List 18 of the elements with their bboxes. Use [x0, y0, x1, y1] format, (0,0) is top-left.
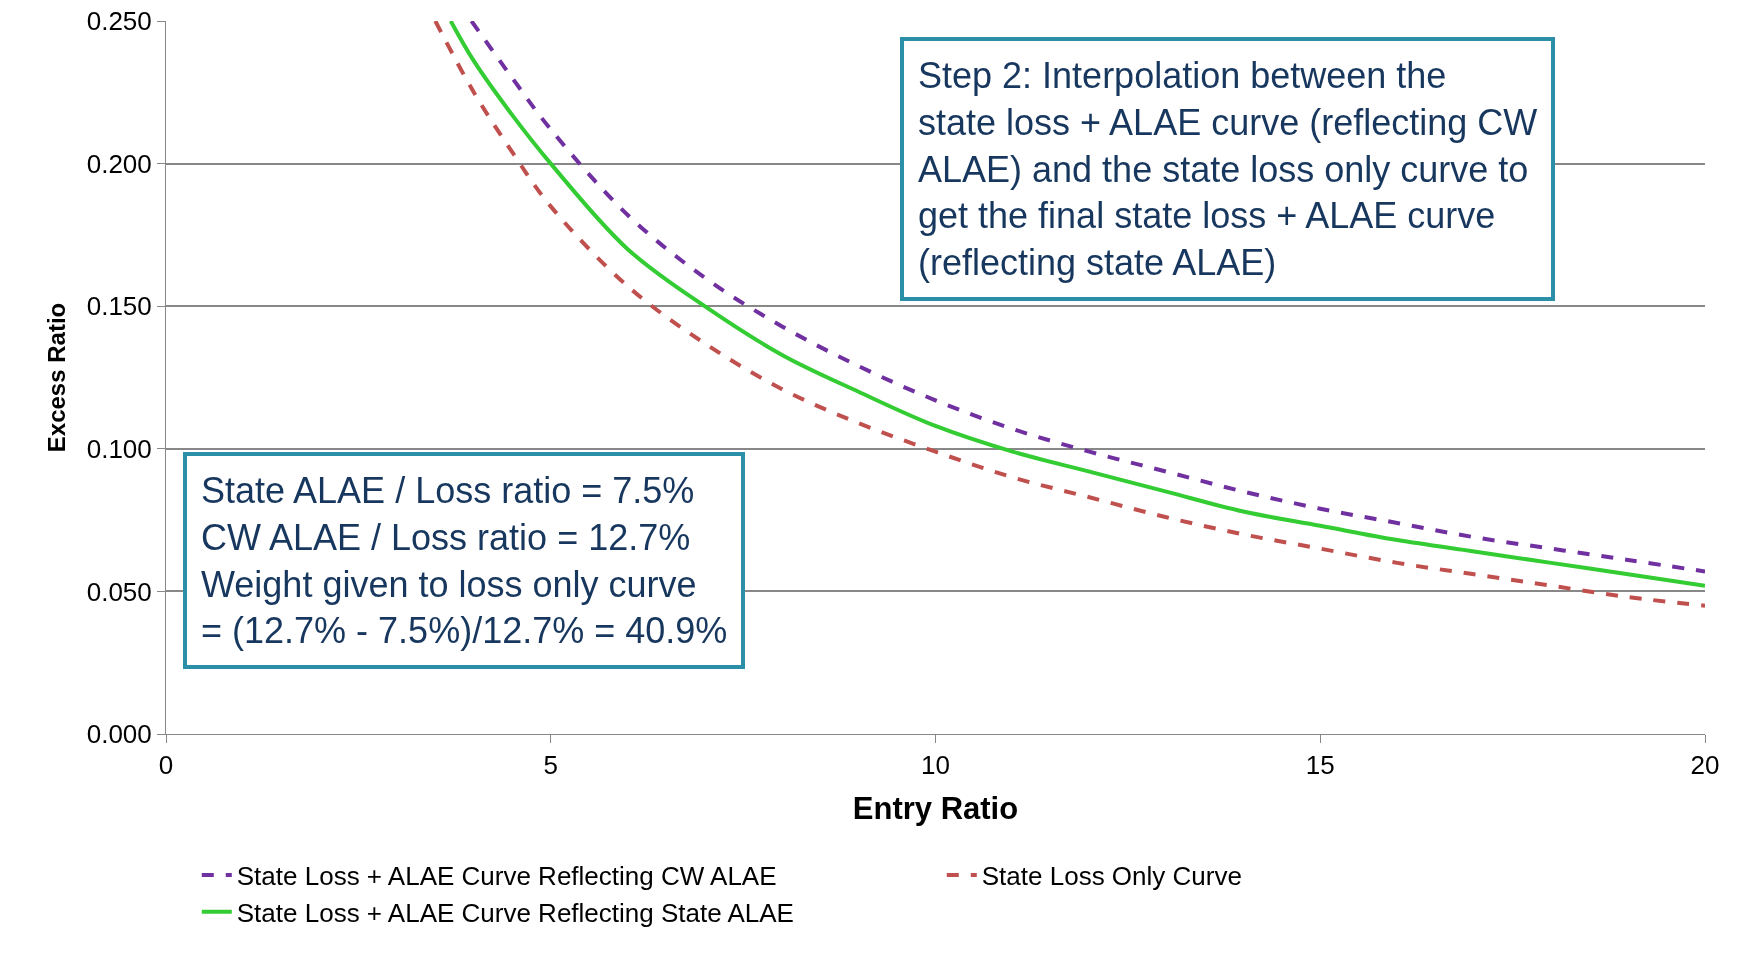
- y-tick-label: 0.000: [86, 719, 152, 750]
- x-tick-label: 20: [1690, 750, 1720, 781]
- y-tick-label: 0.100: [86, 433, 152, 464]
- y-tick-label: 0.200: [86, 148, 152, 179]
- y-tick-label: 0.050: [86, 576, 152, 607]
- x-tick-label: 0: [158, 750, 174, 781]
- annotation: Step 2: Interpolation between the state loss + ALAE curve (reflecting CW ALAE) and the state loss only curve to get the final state loss + ALAE curve (reflecting state ALAE): [918, 55, 1538, 284]
- x-tick-label: 10: [921, 750, 950, 781]
- y-tick-label: 0.250: [86, 6, 152, 37]
- x-tick-label: 5: [543, 750, 558, 781]
- legend-label: State Loss + ALAE Curve Reflecting CW ALAE: [236, 861, 777, 892]
- y-tick-label: 0.150: [86, 291, 152, 322]
- legend-label: State Loss + ALAE Curve Reflecting State ALAE: [236, 897, 794, 928]
- legend-label: State Loss Only Curve: [981, 861, 1242, 892]
- annotation: State ALAE / Loss ratio = 7.5% CW ALAE / Loss ratio = 12.7% Weight given to loss only curve = (12.7% - 7.5%)/12.7% = 40.9%: [201, 470, 728, 652]
- x-axis-title: Entry Ratio: [852, 791, 1019, 827]
- x-tick-label: 15: [1305, 750, 1335, 781]
- y-axis-title: Excess Ratio: [42, 302, 70, 453]
